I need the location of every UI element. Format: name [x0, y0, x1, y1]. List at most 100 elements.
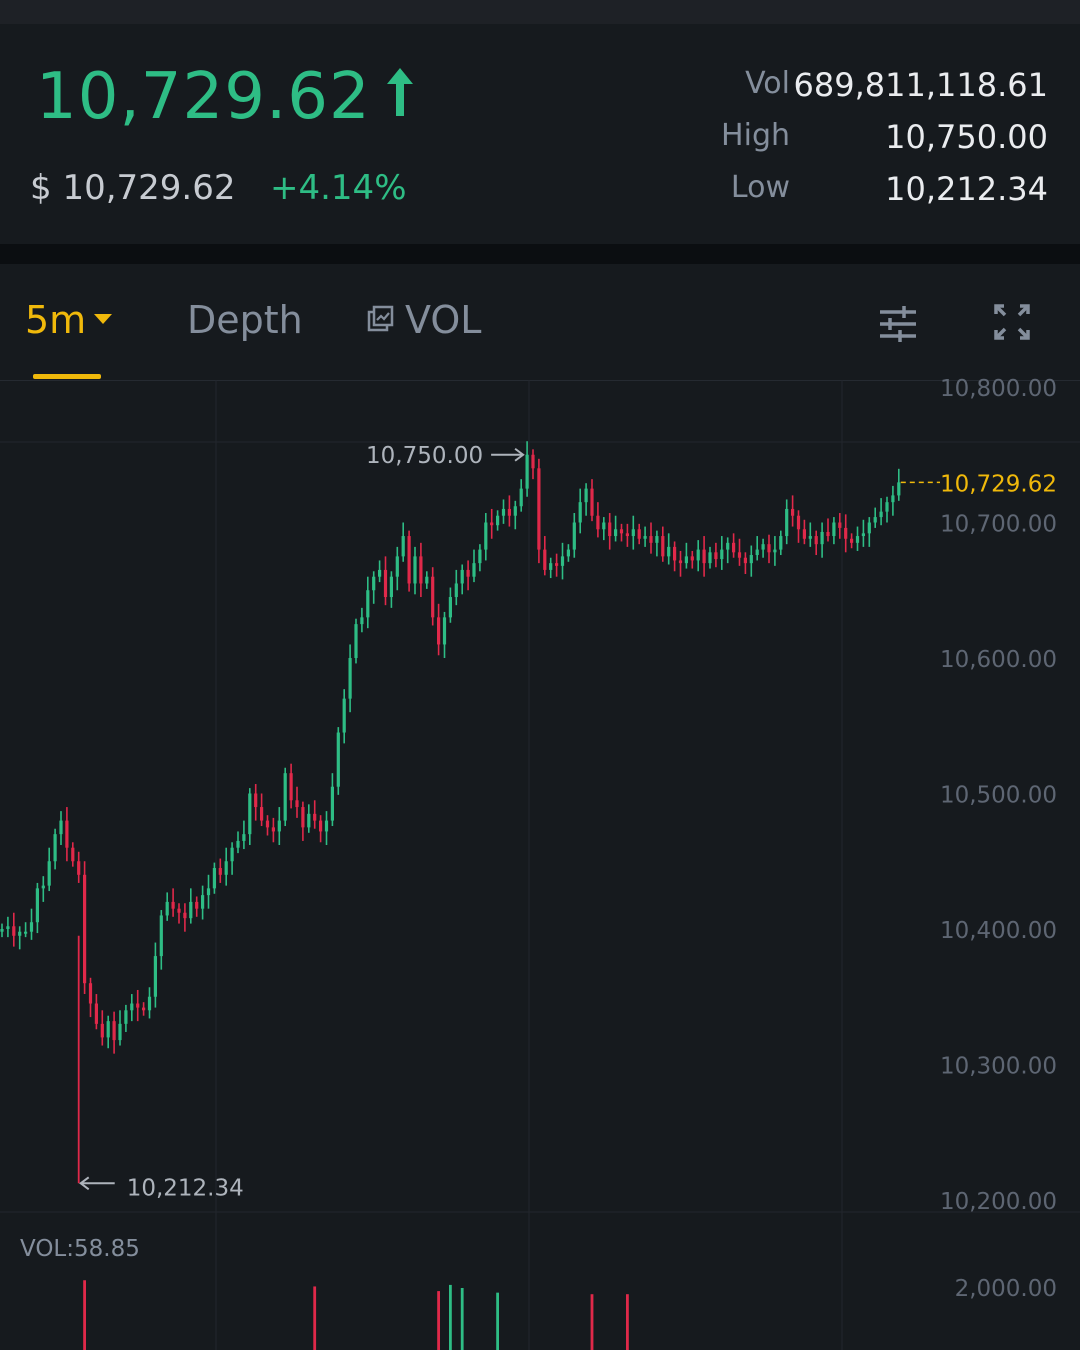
candle-body — [189, 901, 193, 919]
candle-body — [41, 885, 45, 889]
tab-depth[interactable]: Depth — [187, 298, 303, 342]
candle-body — [737, 552, 742, 558]
candle-body — [6, 926, 10, 929]
change-percent: +4.14% — [270, 168, 407, 208]
candle-body — [248, 793, 252, 835]
candle-body — [661, 536, 665, 557]
candle-body — [855, 536, 860, 543]
high-marker-label: 10,750.00 — [366, 443, 483, 469]
candle-body — [531, 454, 535, 469]
expand-icon[interactable] — [994, 304, 1034, 344]
candle-body — [690, 556, 694, 561]
last-price-label: 10,729.62 — [940, 471, 1057, 497]
candle-body — [106, 1021, 110, 1038]
section-divider — [0, 244, 1080, 264]
candle-body — [537, 468, 541, 550]
candle-body — [673, 546, 677, 561]
candle-body — [35, 888, 39, 923]
candle-body — [796, 515, 801, 530]
chart-toolbar: 5m Depth VOL — [0, 264, 1080, 381]
candle-body — [224, 861, 228, 875]
candle-body — [584, 488, 588, 503]
candle-body — [201, 895, 205, 909]
volume-bar — [460, 1288, 464, 1350]
candle-body — [496, 515, 500, 526]
candle-body — [755, 549, 759, 556]
candle-body — [395, 556, 399, 577]
candle-body — [53, 834, 57, 862]
candle-body — [590, 488, 594, 516]
low-marker-label: 10,212.34 — [127, 1175, 244, 1201]
candle-body — [136, 1003, 140, 1008]
candle-body — [159, 915, 163, 957]
candle-body — [212, 868, 216, 889]
sliders-icon[interactable] — [878, 304, 918, 344]
candle-body — [283, 773, 287, 821]
candle-body — [442, 617, 447, 645]
tab-vol-label: VOL — [405, 298, 482, 342]
tab-interval[interactable]: 5m — [25, 298, 113, 342]
candle-body — [230, 847, 234, 862]
candle-body — [301, 807, 305, 828]
candle-body — [785, 508, 789, 537]
candle-body — [147, 996, 152, 1011]
candle-body — [206, 888, 211, 896]
last-price: 10,729.62 — [36, 60, 415, 134]
stat-low-value: 10,212.34 — [885, 170, 1048, 208]
candle-body — [348, 658, 352, 699]
candle-body — [454, 583, 458, 598]
candle-body — [183, 912, 187, 919]
candle-body — [525, 454, 529, 489]
candle-body — [643, 536, 647, 539]
candle-body — [507, 508, 511, 516]
tab-vol[interactable]: VOL — [367, 298, 481, 342]
candle-body — [265, 820, 270, 828]
candle-body — [513, 506, 517, 516]
candle-body — [100, 1023, 104, 1038]
candle-body — [490, 522, 494, 526]
candle-body — [277, 820, 281, 832]
candle-body — [478, 549, 482, 564]
candle-body — [761, 544, 765, 550]
candle-body — [732, 542, 736, 553]
candle-body — [307, 813, 311, 828]
y-tick-label: 10,500.00 — [940, 783, 1057, 809]
volume-bar — [496, 1292, 499, 1350]
candle-body — [708, 552, 712, 564]
volume-series — [83, 1280, 629, 1350]
candle-body — [254, 793, 258, 808]
candle-body — [832, 522, 836, 537]
candle-body — [29, 922, 34, 932]
candle-body — [195, 901, 199, 909]
candle-body — [112, 1021, 116, 1041]
candle-body — [389, 576, 393, 598]
usd-price: $ 10,729.62 — [30, 168, 236, 208]
candle-body — [861, 533, 865, 537]
candle-body — [448, 597, 452, 618]
candle-body — [501, 508, 506, 516]
candle-body — [566, 549, 570, 557]
tab-interval-label: 5m — [25, 298, 87, 342]
candle-body — [171, 901, 175, 909]
candle-body — [118, 1023, 122, 1041]
candle-body — [684, 556, 688, 564]
candle-body — [419, 556, 423, 584]
candle-body — [814, 536, 818, 545]
stat-vol-label: Vol — [745, 66, 790, 101]
candle-body — [12, 926, 16, 936]
candle-body — [891, 495, 895, 503]
candle-body — [271, 827, 275, 832]
candle-body — [65, 820, 69, 848]
candle-body — [608, 522, 612, 537]
candle-body — [431, 576, 435, 618]
candle-body — [218, 868, 222, 875]
candle-body — [720, 549, 724, 560]
candle-body — [808, 536, 812, 539]
candle-body — [850, 538, 854, 543]
candle-body — [555, 563, 559, 566]
candle-body — [779, 536, 783, 550]
candle-body — [472, 563, 476, 577]
candle-body — [0, 929, 4, 932]
candle-body — [484, 522, 488, 550]
volume-bar — [437, 1291, 440, 1350]
